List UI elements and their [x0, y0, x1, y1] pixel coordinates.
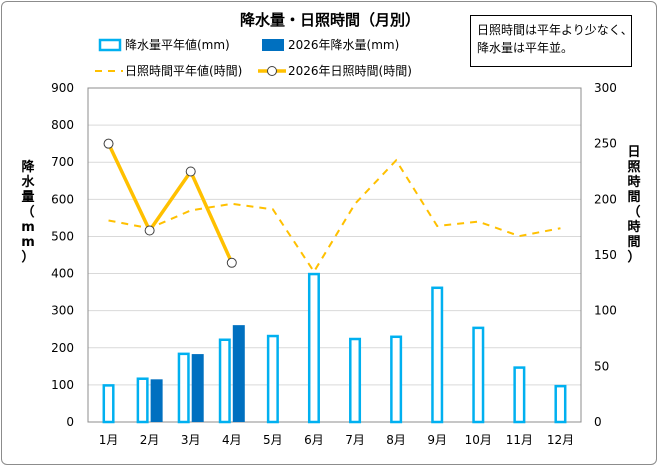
- x-tick-label: 7月: [345, 433, 365, 447]
- y-left-tick-label: 400: [51, 267, 74, 281]
- bar-normal-precip: [177, 352, 190, 424]
- x-tick-label: 11月: [506, 433, 533, 447]
- x-tick-label: 3月: [181, 433, 201, 447]
- point-2026-sunshine: [226, 257, 237, 268]
- legend-marker-2026-sunshine: [267, 66, 277, 76]
- bar-normal-precip: [218, 338, 231, 424]
- x-tick-label: 10月: [465, 433, 492, 447]
- line-2026-sunshine: [106, 142, 234, 264]
- legend-label: 2026年日照時間(時間): [288, 64, 412, 78]
- bar-normal-precip: [472, 326, 485, 424]
- bar-normal-precip: [136, 377, 149, 424]
- bar-normal-precip: [307, 272, 320, 424]
- y-axis-right-label: 日照時間（時間）: [627, 145, 641, 265]
- y-left-tick-label: 900: [51, 81, 74, 95]
- x-tick-label: 4月: [222, 433, 242, 447]
- point-2026-sunshine: [185, 166, 196, 177]
- bar-normal-precip: [102, 384, 115, 424]
- bar-normal-precip: [349, 337, 362, 424]
- legend-label: 2026年降水量(mm): [288, 38, 399, 52]
- x-tick-label: 2月: [140, 433, 160, 447]
- bar-normal-precip: [266, 334, 279, 424]
- y-axis-left-label: 降水量（m m）: [21, 160, 35, 265]
- y-left-tick-label: 700: [51, 155, 74, 169]
- y-left-tick-label: 200: [51, 341, 74, 355]
- legend-swatch-normal-precip: [98, 38, 122, 52]
- bar-normal-precip: [431, 286, 444, 424]
- y-right-tick-label: 50: [594, 359, 609, 373]
- note-line-2: 降水量は平年並。: [477, 41, 574, 55]
- y-right-tick-label: 150: [594, 248, 617, 262]
- y-right-tick-label: 0: [594, 415, 602, 429]
- y-left-tick-label: 300: [51, 304, 74, 318]
- y-right-tick-label: 200: [594, 192, 617, 206]
- x-tick-label: 5月: [263, 433, 283, 447]
- bar-normal-precip: [390, 335, 403, 424]
- y-left-tick-label: 800: [51, 118, 74, 132]
- y-right-tick-label: 100: [594, 304, 617, 318]
- y-right-tick-label: 250: [594, 137, 617, 151]
- bar-normal-precip: [554, 384, 567, 424]
- line-normal-sunshine: [108, 158, 561, 274]
- note-line-1: 日照時間は平年より少なく、: [477, 23, 633, 37]
- bar-2026-precip: [191, 354, 204, 422]
- bar-normal-precip: [513, 366, 526, 424]
- y-right-tick-label: 300: [594, 81, 617, 95]
- legend-swatch-2026-precip: [262, 39, 284, 51]
- plot-area-border: [87, 87, 582, 423]
- bar-2026-precip: [232, 325, 245, 422]
- y-left-tick-label: 100: [51, 378, 74, 392]
- x-tick-label: 8月: [386, 433, 406, 447]
- point-2026-sunshine: [103, 138, 114, 149]
- legend-label: 降水量平年値(mm): [125, 37, 230, 52]
- chart-title: 降水量・日照時間（月別）: [239, 11, 420, 29]
- x-tick-label: 9月: [427, 433, 447, 447]
- y-left-tick-label: 0: [66, 415, 74, 429]
- note-box: 日照時間は平年より少なく、 降水量は平年並。: [470, 15, 633, 67]
- y-left-tick-label: 600: [51, 192, 74, 206]
- point-2026-sunshine: [144, 225, 155, 236]
- x-tick-label: 6月: [304, 433, 324, 447]
- y-left-tick-label: 500: [51, 229, 74, 243]
- x-tick-label: 1月: [99, 433, 119, 447]
- legend-label: 日照時間平年値(時間): [125, 63, 242, 78]
- x-tick-label: 12月: [547, 433, 574, 447]
- bar-2026-precip: [150, 379, 163, 422]
